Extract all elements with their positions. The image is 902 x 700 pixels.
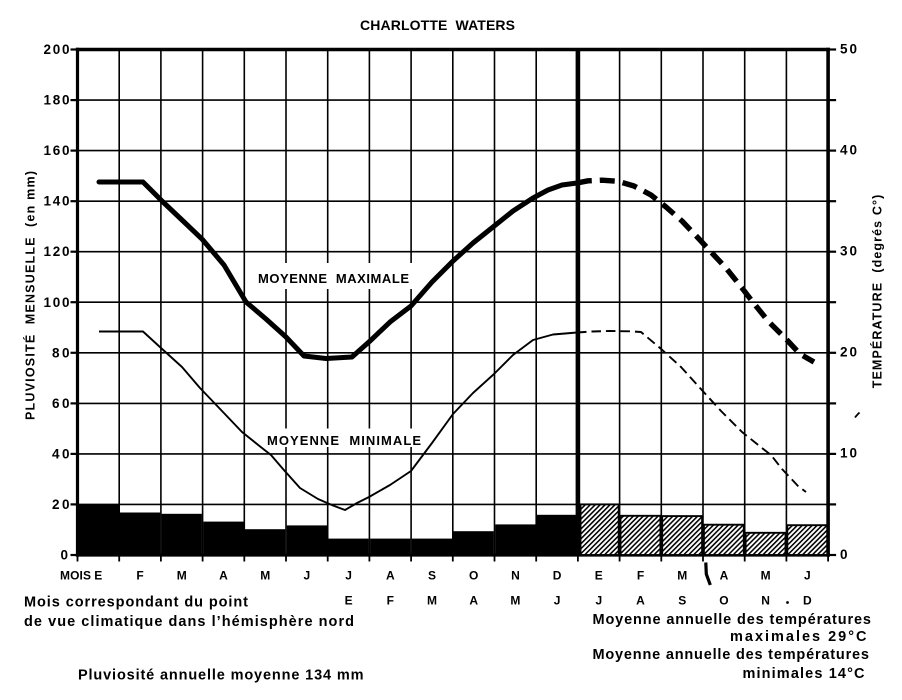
svg-text:M: M — [177, 569, 187, 583]
svg-text:A: A — [469, 594, 478, 608]
svg-text:F: F — [637, 569, 644, 583]
svg-text:J: J — [304, 569, 311, 583]
svg-text:N: N — [511, 569, 520, 583]
svg-text:minimales 14°C: minimales 14°C — [743, 666, 866, 682]
svg-text:MOIS: MOIS — [60, 569, 91, 583]
svg-text:TEMPÉRATURE (degrés C°): TEMPÉRATURE (degrés C°) — [870, 195, 885, 389]
svg-text:D: D — [803, 594, 812, 608]
svg-text:de vue climatique dans l’hémis: de vue climatique dans l’hémisphère nord — [24, 614, 354, 630]
svg-text:30: 30 — [840, 244, 857, 259]
svg-text:0: 0 — [61, 548, 69, 563]
svg-text:M: M — [510, 594, 520, 608]
svg-text:S: S — [428, 569, 436, 583]
svg-text:20: 20 — [840, 345, 857, 360]
svg-text:MOYENNE MINIMALE: MOYENNE MINIMALE — [267, 433, 421, 448]
svg-text:J: J — [554, 594, 561, 608]
svg-text:maximales 29°C: maximales 29°C — [730, 629, 867, 645]
svg-text:J: J — [345, 569, 352, 583]
svg-text:M: M — [427, 594, 437, 608]
svg-text:120: 120 — [44, 244, 70, 259]
svg-text:10: 10 — [840, 446, 857, 461]
svg-text:N: N — [761, 594, 770, 608]
svg-text:J: J — [595, 594, 602, 608]
svg-text:E: E — [595, 569, 603, 583]
svg-text:E: E — [345, 594, 353, 608]
svg-text:200: 200 — [44, 42, 70, 57]
svg-text:A: A — [720, 569, 729, 583]
svg-text:F: F — [387, 594, 394, 608]
svg-text:A: A — [386, 569, 395, 583]
svg-text:F: F — [136, 569, 143, 583]
svg-text:140: 140 — [44, 194, 70, 209]
svg-text:O: O — [719, 594, 728, 608]
svg-text:0: 0 — [840, 547, 848, 562]
svg-text:J: J — [804, 569, 811, 583]
svg-text:M: M — [761, 569, 771, 583]
svg-text:E: E — [94, 569, 102, 583]
svg-text:50: 50 — [840, 41, 857, 56]
svg-text:Moyenne annuelle des températu: Moyenne annuelle des températures — [593, 647, 870, 663]
svg-text:O: O — [469, 569, 478, 583]
svg-text:180: 180 — [44, 93, 70, 108]
svg-text:M: M — [260, 569, 270, 583]
svg-text:PLUVIOSITÉ MENSUELLE (en mm): PLUVIOSITÉ MENSUELLE (en mm) — [23, 171, 38, 420]
svg-text:100: 100 — [44, 295, 70, 310]
svg-text:Pluviosité annuelle moyenne 13: Pluviosité annuelle moyenne 134 mm — [78, 667, 364, 683]
svg-text:D: D — [553, 569, 562, 583]
svg-text:160: 160 — [44, 143, 70, 158]
svg-text:A: A — [636, 594, 645, 608]
svg-text:A: A — [219, 569, 228, 583]
svg-text:MOYENNE MAXIMALE: MOYENNE MAXIMALE — [258, 271, 409, 286]
svg-text:Moyenne annuelle des températu: Moyenne annuelle des températures — [593, 612, 872, 628]
svg-text:M: M — [677, 569, 687, 583]
svg-text:40: 40 — [840, 142, 857, 157]
svg-text:Mois correspondant du point: Mois correspondant du point — [24, 595, 248, 611]
svg-text:CHARLOTTE WATERS: CHARLOTTE WATERS — [360, 17, 515, 33]
svg-text:S: S — [678, 594, 686, 608]
